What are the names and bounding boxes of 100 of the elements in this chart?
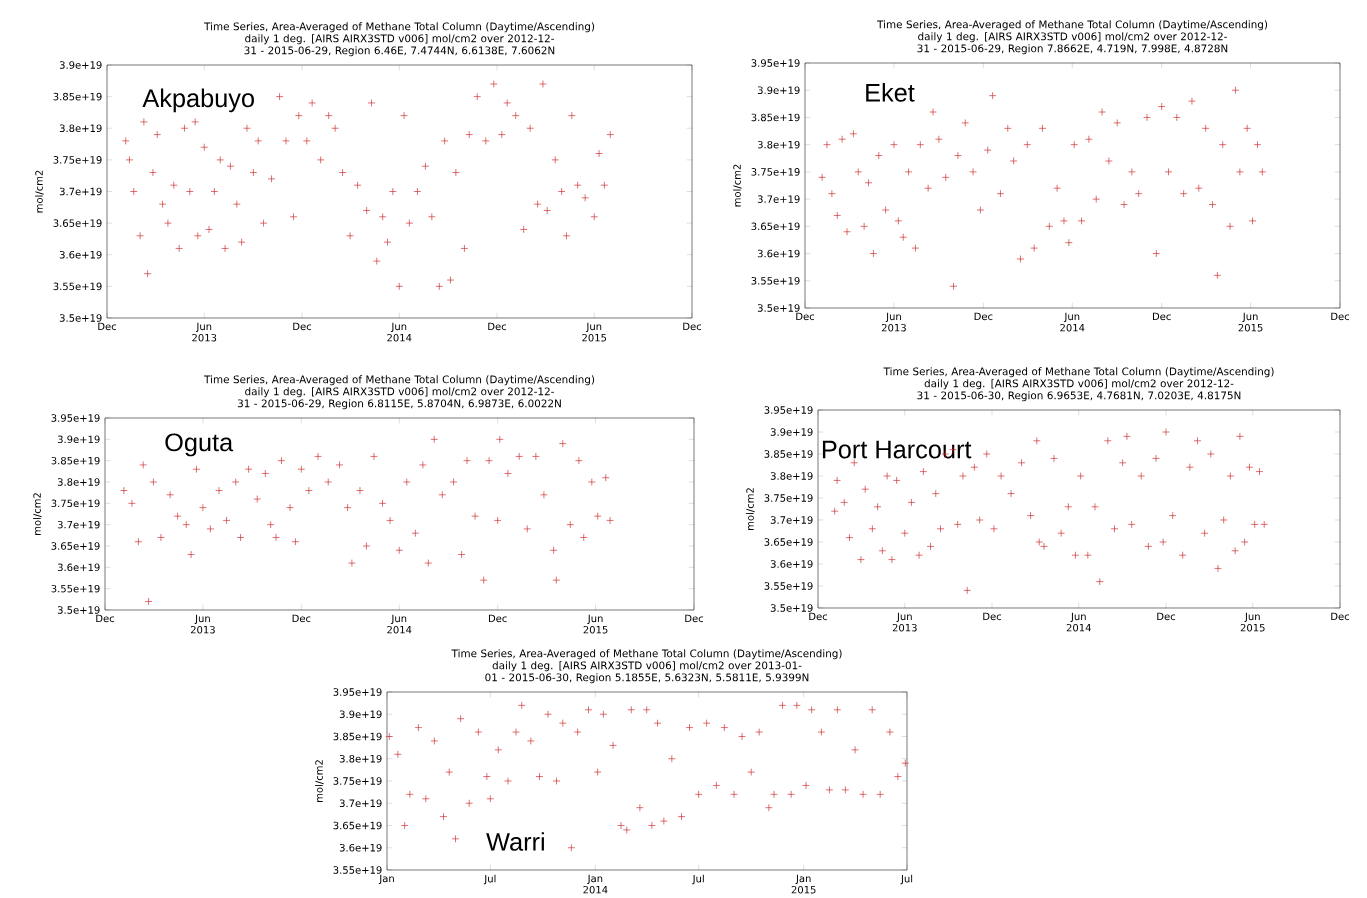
y-tick-label: 3.6e+19 xyxy=(59,250,102,259)
x-tick-label: Jun 2014 xyxy=(1060,312,1085,332)
y-tick-label: 3.5e+19 xyxy=(57,606,100,614)
y-tick-label: 3.5e+19 xyxy=(59,314,102,322)
y-axis-title: mol/cm2 xyxy=(733,164,742,207)
y-tick-label: 3.75e+19 xyxy=(333,777,382,785)
y-tick-label: 3.5e+19 xyxy=(770,604,813,612)
y-tick-label: 3.95e+19 xyxy=(51,414,100,422)
y-tick-label: 3.6e+19 xyxy=(57,563,100,572)
chart-title: Time Series, Area-Averaged of Methane Total Column (Daytime/Ascending) xyxy=(883,367,1274,378)
y-tick-label: 3.55e+19 xyxy=(51,584,100,593)
x-tick-label: Jun 2013 xyxy=(192,322,217,342)
y-tick-label: 3.65e+19 xyxy=(51,542,100,550)
y-tick-label: 3.75e+19 xyxy=(51,499,100,508)
x-tick-label: Jan xyxy=(378,874,394,884)
y-tick-label: 3.75e+19 xyxy=(751,168,800,176)
y-tick-label: 3.6e+19 xyxy=(339,843,382,852)
y-tick-label: 3.95e+19 xyxy=(764,406,813,414)
x-tick-label: Jul xyxy=(483,874,496,885)
y-tick-label: 3.55e+19 xyxy=(751,276,800,285)
x-tick-label: Jun 2015 xyxy=(1240,612,1265,632)
x-tick-label: Dec xyxy=(98,322,117,331)
x-tick-label: Jun 2014 xyxy=(387,614,412,634)
x-tick-label: Dec xyxy=(796,312,815,321)
y-tick-label: 3.9e+19 xyxy=(57,435,100,444)
y-tick-label: 3.55e+19 xyxy=(53,282,102,291)
x-tick-label: Dec xyxy=(293,322,312,331)
x-tick-label: Jan 2015 xyxy=(791,874,816,894)
y-tick-label: 3.55e+19 xyxy=(764,582,813,590)
x-tick-label: Dec xyxy=(685,614,704,623)
y-tick-label: 3.7e+19 xyxy=(59,187,102,196)
chart-subtitle: daily 1 deg. [AIRS AIRX3STD v006] mol/cm2 over 2012-12-31 - 2015-06-29, Region 6.46E, 7.4744N, 6.6138E, 7.6062N xyxy=(244,34,555,57)
y-tick-label: 3.65e+19 xyxy=(764,538,813,546)
annotation: Warri xyxy=(486,832,544,851)
y-tick-label: 3.8e+19 xyxy=(757,140,800,149)
x-tick-label: Jun 2013 xyxy=(892,612,917,632)
y-tick-label: 3.65e+19 xyxy=(751,222,800,231)
chart-title: Time Series, Area-Averaged of Methane Total Column (Daytime/Ascending) xyxy=(204,22,595,33)
chart-subtitle: daily 1 deg. [AIRS AIRX3STD v006] mol/cm2 over 2012-12-31 - 2015-06-29, Region 6.8115E, 5.8704N, 6.9873E, 6.0022N xyxy=(237,387,561,410)
x-tick-label: Dec xyxy=(1157,612,1176,621)
y-tick-label: 3.8e+19 xyxy=(59,124,102,133)
x-tick-label: Dec xyxy=(809,612,828,621)
y-tick-label: 3.85e+19 xyxy=(751,113,800,122)
x-tick-label: Jul xyxy=(900,874,913,885)
y-tick-label: 3.55e+19 xyxy=(333,866,382,874)
y-tick-label: 3.9e+19 xyxy=(757,86,800,95)
y-axis-title: mol/cm2 xyxy=(315,760,324,802)
x-tick-label: Dec xyxy=(292,614,311,623)
x-tick-label: Dec xyxy=(488,322,507,331)
x-tick-label: Jun 2015 xyxy=(583,614,608,634)
y-tick-label: 3.7e+19 xyxy=(57,520,100,529)
y-tick-label: 3.95e+19 xyxy=(333,688,382,696)
y-tick-label: 3.85e+19 xyxy=(333,732,382,741)
annotation: Oguta xyxy=(165,433,234,457)
chart-title: Time Series, Area-Averaged of Methane Total Column (Daytime/Ascending) xyxy=(204,375,595,386)
y-tick-label: 3.9e+19 xyxy=(339,710,382,719)
x-tick-label: Dec xyxy=(488,614,507,623)
x-tick-label: Jun 2013 xyxy=(190,614,215,634)
y-tick-label: 3.85e+19 xyxy=(764,450,813,458)
x-tick-label: Dec xyxy=(974,312,993,321)
annotation: Akpabuyo xyxy=(142,88,254,113)
y-tick-label: 3.6e+19 xyxy=(757,249,800,258)
y-axis-title: mol/cm2 xyxy=(746,488,755,530)
x-tick-label: Jun 2014 xyxy=(1066,612,1091,632)
annotation: Port Harcourt xyxy=(822,440,972,459)
y-tick-label: 3.85e+19 xyxy=(53,92,102,101)
y-tick-label: 3.85e+19 xyxy=(51,456,100,465)
chart-title: Time Series, Area-Averaged of Methane Total Column (Daytime/Ascending) xyxy=(877,20,1268,31)
y-tick-label: 3.9e+19 xyxy=(59,61,102,69)
x-tick-label: Jul xyxy=(692,874,704,885)
x-tick-label: Dec xyxy=(983,612,1002,621)
chart-subtitle: daily 1 deg. [AIRS AIRX3STD v006] mol/cm2 over 2012-12-31 - 2015-06-30, Region 6.9653E, 4.7681N, 7.0203E, 4.8175N xyxy=(917,379,1241,402)
y-tick-label: 3.9e+19 xyxy=(770,428,813,436)
x-tick-label: Dec xyxy=(683,322,702,331)
y-tick-label: 3.8e+19 xyxy=(339,754,382,763)
x-tick-label: Dec xyxy=(96,614,115,623)
chart-subtitle: daily 1 deg. [AIRS AIRX3STD v006] mol/cm2 over 2013-01-01 - 2015-06-30, Region 5.1855E, 5.6323N, 5.5811E, 5.9399N xyxy=(485,661,809,684)
y-tick-label: 3.75e+19 xyxy=(53,156,102,164)
y-tick-label: 3.8e+19 xyxy=(57,478,100,486)
x-tick-label: Jun 2014 xyxy=(387,322,412,342)
x-tick-label: Jan 2014 xyxy=(583,874,608,894)
y-tick-label: 3.95e+19 xyxy=(751,59,800,67)
y-tick-label: 3.8e+19 xyxy=(770,472,813,480)
annotation: Eket xyxy=(866,83,915,102)
chart-title: Time Series, Area-Averaged of Methane Total Column (Daytime/Ascending) xyxy=(451,649,842,660)
x-tick-label: Dec xyxy=(1331,312,1350,321)
y-tick-label: 3.65e+19 xyxy=(333,821,382,830)
x-tick-label: Dec xyxy=(1152,312,1171,321)
chart-subtitle: daily 1 deg. [AIRS AIRX3STD v006] mol/cm2 over 2012-12-31 - 2015-06-29, Region 7.8662E, 4.719N, 7.998E, 4.8728N xyxy=(917,32,1228,55)
y-tick-label: 3.75e+19 xyxy=(764,494,813,502)
x-tick-label: Jun 2013 xyxy=(881,312,906,332)
x-tick-label: Jun 2015 xyxy=(1238,312,1263,332)
x-tick-label: Jun 2015 xyxy=(582,322,607,342)
y-axis-title: mol/cm2 xyxy=(33,493,42,535)
y-tick-label: 3.5e+19 xyxy=(757,304,800,312)
x-tick-label: Dec xyxy=(1331,612,1350,621)
y-tick-label: 3.7e+19 xyxy=(339,799,382,808)
y-tick-label: 3.7e+19 xyxy=(757,195,800,203)
y-tick-label: 3.7e+19 xyxy=(770,516,813,524)
y-tick-label: 3.6e+19 xyxy=(770,560,813,568)
